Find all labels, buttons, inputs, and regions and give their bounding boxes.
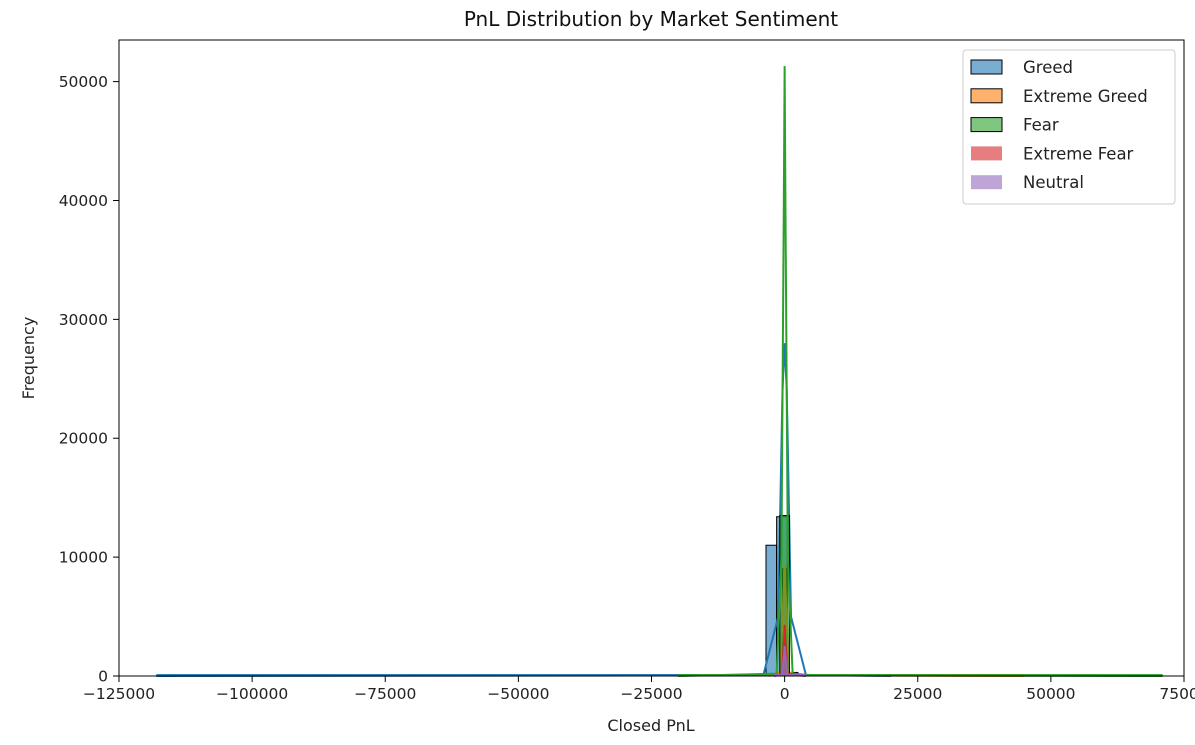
kde-curve (773, 646, 807, 677)
legend-swatch (970, 117, 1003, 133)
y-tick-label: 20000 (59, 430, 108, 448)
series-neutral (773, 646, 807, 677)
histogram-bar (783, 646, 786, 676)
x-tick-label: −50000 (487, 685, 549, 703)
legend-swatch (970, 59, 1003, 75)
x-axis-title: Closed PnL (607, 716, 694, 735)
legend: Greed Extreme Greed Fear Extreme Fear Neutra… (962, 49, 1176, 205)
plot-area (156, 66, 1163, 677)
y-tick-label: 10000 (59, 549, 108, 567)
y-tick-label: 50000 (59, 73, 108, 91)
y-axis-title: Frequency (19, 317, 38, 400)
chart-title: PnL Distribution by Market Sentiment (464, 7, 838, 31)
x-tick-label: 75000 (1159, 685, 1195, 703)
x-tick-label: −75000 (354, 685, 416, 703)
y-tick-label: 40000 (59, 192, 108, 210)
legend-label: Greed (1023, 58, 1073, 77)
legend-label: Extreme Fear (1023, 144, 1134, 163)
legend-label: Fear (1023, 116, 1059, 135)
x-tick-label: 0 (780, 685, 790, 703)
x-tick-label: −125000 (83, 685, 155, 703)
y-tick-label: 30000 (59, 311, 108, 329)
legend-swatch (971, 146, 1002, 161)
x-tick-label: 50000 (1026, 685, 1075, 703)
legend-swatch (970, 88, 1003, 104)
legend-swatch (971, 175, 1002, 190)
legend-label: Extreme Greed (1023, 87, 1148, 106)
x-tick-label: 25000 (893, 685, 942, 703)
legend-box (962, 49, 1176, 205)
kde-curve (156, 343, 892, 677)
y-tick-label: 0 (98, 668, 108, 686)
x-tick-label: −100000 (216, 685, 288, 703)
x-tick-label: −25000 (620, 685, 682, 703)
legend-label: Neutral (1023, 173, 1084, 192)
axes: −125000 −100000 −75000 −50000 −25000 0 25000 50… (59, 39, 1195, 703)
